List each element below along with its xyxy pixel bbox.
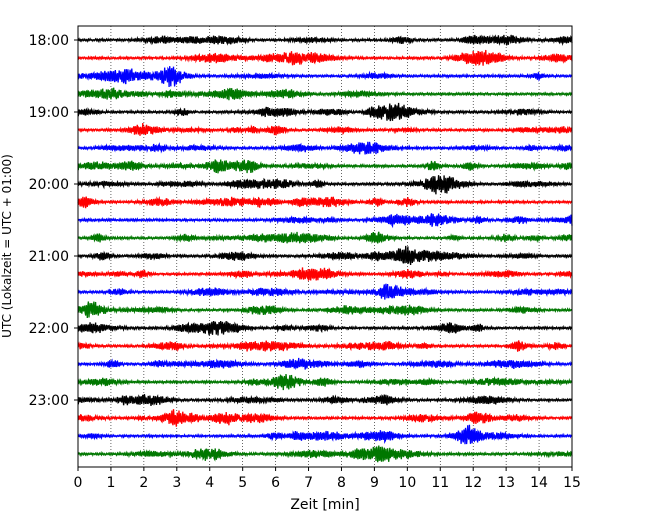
y-tick-label: 18:00 [29, 33, 69, 49]
x-tick-label: 10 [398, 475, 416, 491]
y-tick-label: 19:00 [29, 105, 69, 121]
y-axis-label: UTC (Lokalzeit = UTC + 01:00) [0, 154, 14, 338]
trace-row [77, 357, 573, 371]
trace-row [77, 445, 573, 463]
trace-row [77, 195, 573, 209]
trace-row [77, 393, 573, 406]
trace-row [77, 340, 573, 353]
x-tick-label: 3 [172, 475, 181, 491]
x-tick-label: 5 [238, 475, 247, 491]
x-axis-ticks: 0 1 2 3 4 5 6 7 8 9 10 11 12 13 14 15 [74, 467, 581, 491]
x-tick-label: 7 [304, 475, 313, 491]
y-tick-label: 20:00 [29, 177, 69, 193]
trace-row [77, 102, 573, 122]
x-tick-label: 9 [370, 475, 379, 491]
y-tick-label: 23:00 [29, 393, 69, 409]
trace-row [77, 87, 573, 101]
x-tick-label: 4 [205, 475, 214, 491]
trace-row [77, 301, 573, 318]
trace-group [77, 34, 573, 463]
trace-row [77, 34, 573, 47]
y-tick-label: 21:00 [29, 249, 69, 265]
x-tick-label: 14 [530, 475, 548, 491]
trace-row [77, 141, 573, 155]
x-tick-label: 0 [74, 475, 83, 491]
x-tick-label: 11 [431, 475, 449, 491]
trace-row [77, 373, 573, 391]
trace-row [77, 49, 573, 66]
trace-row [77, 122, 573, 136]
trace-row [77, 159, 573, 174]
x-tick-label: 13 [497, 475, 515, 491]
plot-background [78, 26, 572, 467]
trace-row [77, 231, 573, 245]
trace-row [77, 409, 573, 427]
trace-row [77, 66, 573, 87]
trace-row [77, 245, 573, 266]
trace-row [77, 213, 573, 229]
y-axis-ticks: 18:00 19:00 20:00 21:00 22:00 23:00 [29, 33, 78, 409]
x-tick-label: 2 [139, 475, 148, 491]
x-tick-label: 8 [337, 475, 346, 491]
y-tick-label: 22:00 [29, 321, 69, 337]
x-tick-label: 12 [464, 475, 482, 491]
trace-row [77, 424, 573, 445]
trace-row [77, 175, 573, 195]
trace-row [77, 267, 573, 282]
x-axis-label: Zeit [min] [290, 497, 359, 513]
plot-frame [77, 25, 573, 468]
x-tick-label: 6 [271, 475, 280, 491]
x-tick-label: 15 [563, 475, 581, 491]
trace-row [77, 283, 573, 300]
trace-row [77, 320, 573, 336]
x-tick-label: 1 [106, 475, 115, 491]
